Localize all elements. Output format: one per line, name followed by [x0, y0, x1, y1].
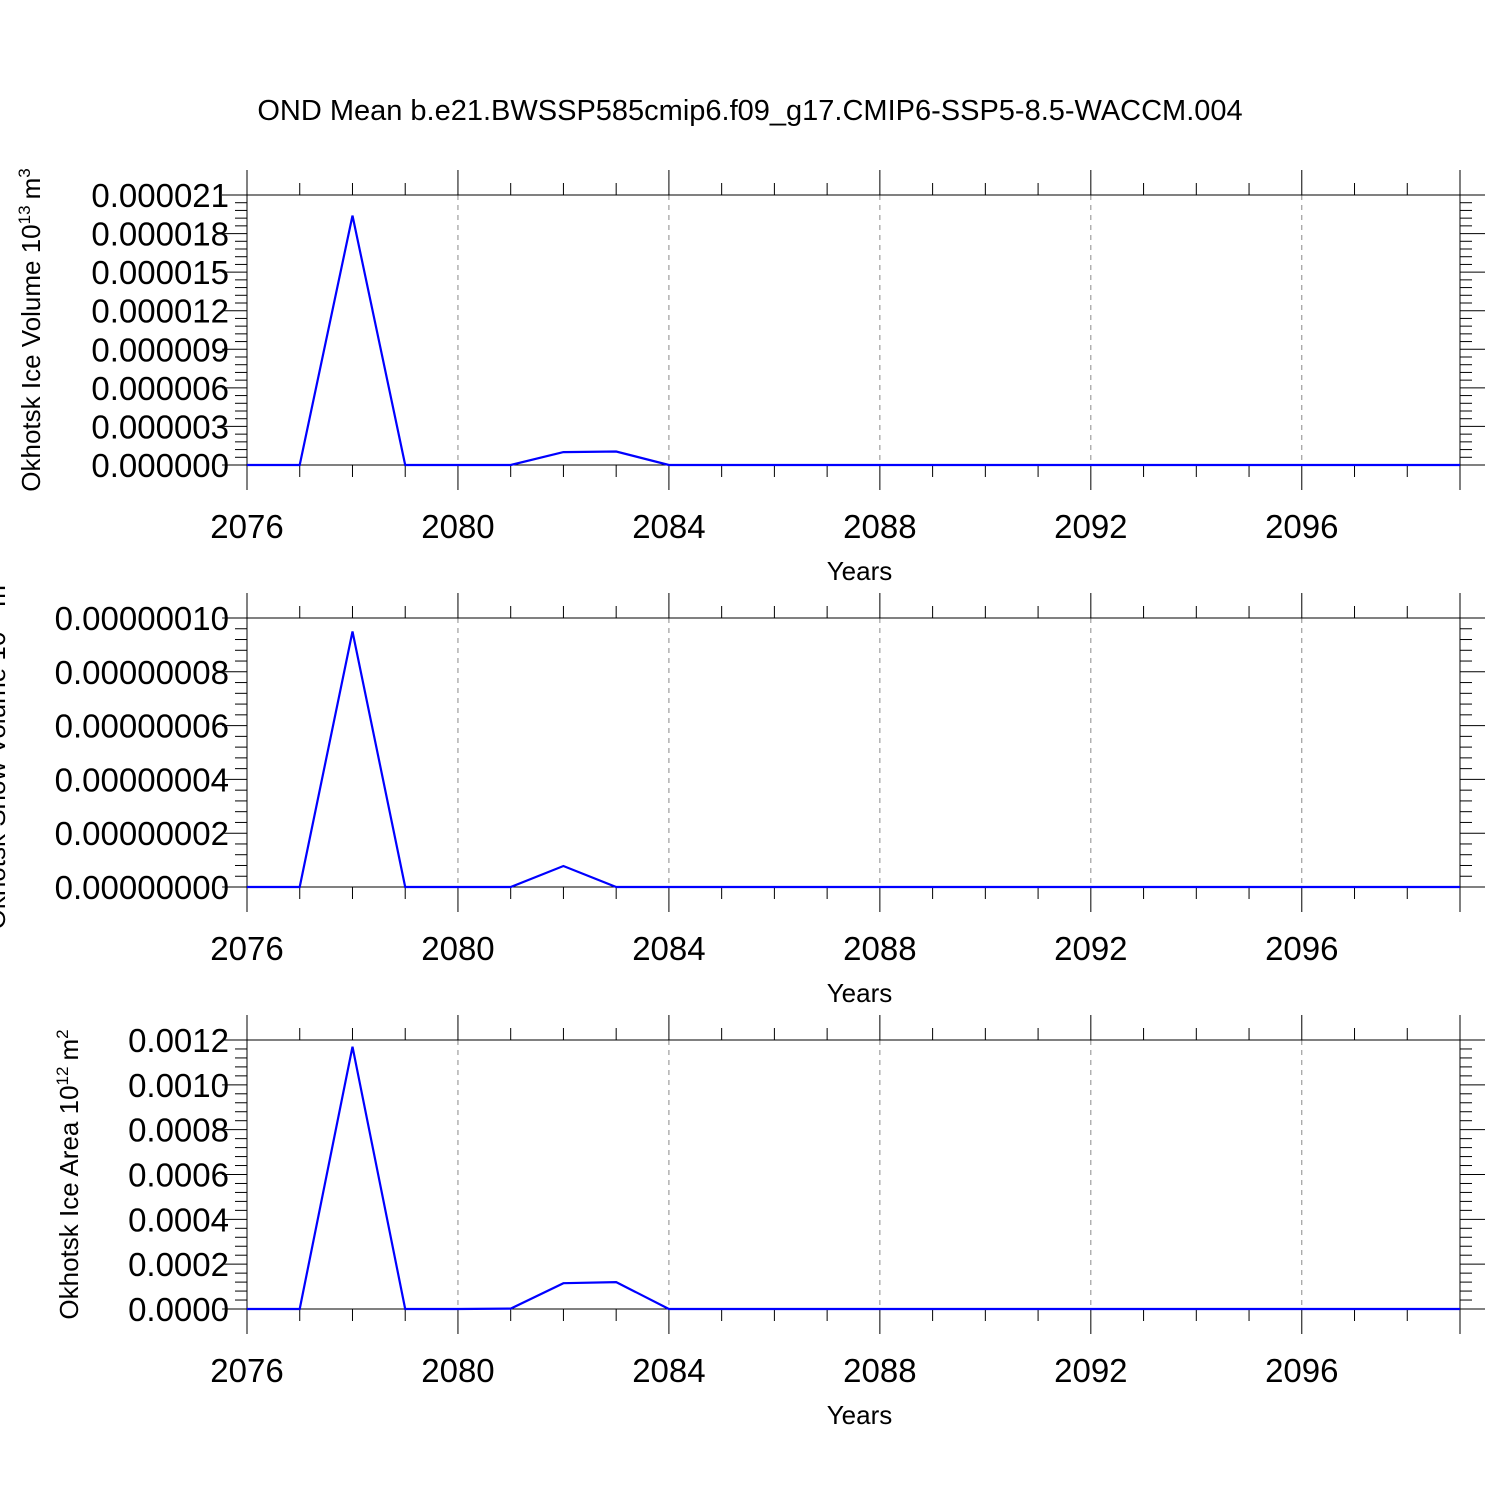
y-axis-label-unit-exponent: 3	[15, 168, 34, 177]
x-axis-label: Years	[827, 1400, 893, 1430]
series-line	[247, 631, 1460, 889]
x-tick-label: 2092	[1054, 508, 1127, 545]
y-tick-label: 0.000015	[91, 254, 229, 291]
y-tick-label: 0.0002	[128, 1246, 229, 1283]
y-axis-label-unit-exponent: 2	[53, 1029, 72, 1038]
x-axis-label: Years	[827, 978, 893, 1008]
y-tick-label: 0.000018	[91, 216, 229, 253]
chart-panel-2: 2076 2080 2084 2088 2092 2096 0.00000000 0.0000…	[0, 576, 1485, 1008]
y-tick-label: 0.00000010	[55, 600, 229, 637]
y-tick-label: 0.000006	[91, 370, 229, 407]
chart-panel-3: 2076 2080 2084 2088 2092 2096 0.0000 0.0002 0.00…	[53, 1015, 1485, 1430]
y-tick-label: 0.00000008	[55, 654, 229, 691]
x-tick-label: 2096	[1265, 1352, 1338, 1389]
x-tick-label: 2092	[1054, 1352, 1127, 1389]
y-tick-label: 0.0006	[128, 1157, 229, 1194]
x-tick-label: 2092	[1054, 930, 1127, 967]
y-axis-label-unit: m	[54, 1039, 84, 1061]
y-axis-label-exponent: 12	[53, 1067, 72, 1086]
x-axis-label: Years	[827, 556, 893, 586]
y-axis-label: Okhotsk Snow Volume 1013m3	[0, 576, 11, 930]
y-tick-label: 0.000021	[91, 177, 229, 214]
x-tick-label: 2084	[632, 508, 705, 545]
y-axis-label-text: Okhotsk Snow Volume 10	[0, 632, 11, 930]
y-axis-label-text: Okhotsk Ice Area 10	[54, 1085, 84, 1319]
y-tick-label: 0.0012	[128, 1022, 229, 1059]
x-tick-label: 2096	[1265, 508, 1338, 545]
x-tick-label: 2088	[843, 1352, 916, 1389]
series-line	[247, 1046, 1460, 1311]
y-tick-label: 0.0000	[128, 1291, 229, 1328]
y-tick-label: 0.00000006	[55, 708, 229, 745]
y-tick-label: 0.0010	[128, 1067, 229, 1104]
chart-panel-1: 2076 2080 2084 2088 2092 2096 0.0000000.000003…	[15, 168, 1485, 586]
x-tick-label: 2080	[421, 508, 494, 545]
series-line	[247, 215, 1460, 467]
y-tick-label: 0.000012	[91, 293, 229, 330]
chart-panels: 2076 2080 2084 2088 2092 2096 0.0000000.000003…	[0, 168, 1485, 1430]
y-tick-label: 0.0008	[128, 1112, 229, 1149]
x-tick-label: 2088	[843, 930, 916, 967]
y-tick-label: 0.000000	[91, 447, 229, 484]
y-tick-label: 0.000003	[91, 408, 229, 445]
chart-title: OND Mean b.e21.BWSSP585cmip6.f09_g17.CMI…	[257, 95, 1242, 127]
y-axis-label: Okhotsk Ice Volume 1013 m3	[15, 168, 46, 491]
x-tick-label: 2088	[843, 508, 916, 545]
x-tick-label: 2096	[1265, 930, 1338, 967]
y-tick-label: 0.00000000	[55, 869, 229, 906]
x-tick-label: 2080	[421, 930, 494, 967]
y-tick-label: 0.000009	[91, 331, 229, 368]
y-axis-label: Okhotsk Ice Area 1012 m2	[53, 1029, 84, 1319]
y-axis-label-unit: m	[0, 585, 11, 607]
y-axis-label-exponent: 13	[15, 205, 34, 224]
y-tick-label: 0.00000002	[55, 815, 229, 852]
x-tick-label: 2080	[421, 1352, 494, 1389]
y-tick-label: 0.00000004	[55, 761, 229, 798]
y-axis-label-text: Okhotsk Ice Volume 10	[16, 224, 46, 491]
x-tick-label: 2084	[632, 930, 705, 967]
x-tick-label: 2084	[632, 1352, 705, 1389]
x-tick-label: 2076	[210, 930, 283, 967]
x-tick-label: 2076	[210, 508, 283, 545]
x-tick-label: 2076	[210, 1352, 283, 1389]
y-axis-label-unit: m	[16, 178, 46, 200]
y-tick-label: 0.0004	[128, 1201, 229, 1238]
